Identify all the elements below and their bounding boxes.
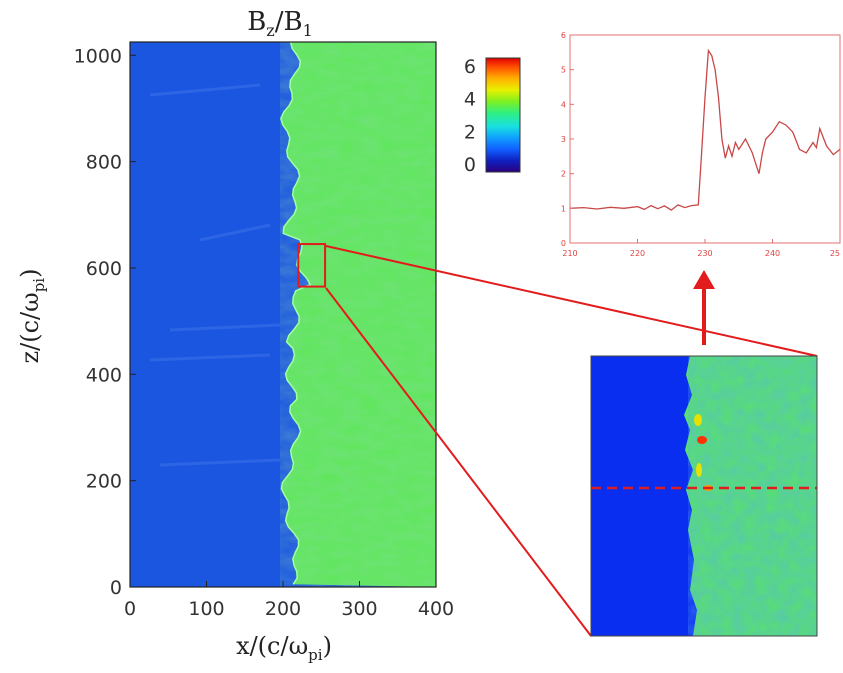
main-heatmap — [129, 41, 437, 588]
main-x-ticks: 0 100 200 300 400 — [124, 581, 454, 620]
main-y-tick-label: 1000 — [74, 45, 122, 67]
colorbar-tick-label: 6 — [464, 56, 476, 78]
line-y-tick-label: 5 — [561, 66, 566, 75]
main-y-tick-label: 600 — [86, 258, 122, 280]
up-arrow — [693, 270, 715, 345]
shock-front — [280, 42, 312, 585]
main-x-tick-label: 100 — [188, 598, 224, 620]
zoom-inset — [590, 355, 818, 637]
line-series — [569, 48, 841, 211]
main-x-tick-label: 0 — [124, 598, 136, 620]
downstream-texture — [280, 42, 436, 587]
main-y-tick-label: 800 — [86, 152, 122, 174]
line-y-tick-label: 2 — [561, 170, 566, 179]
colorbar: 0 2 4 6 — [464, 56, 521, 176]
colorbar-gradient — [485, 57, 521, 173]
line-y-tick-label: 6 — [561, 31, 566, 40]
line-y-tick-label: 0 — [561, 239, 566, 248]
colorbar-ticks: 0 2 4 6 — [464, 56, 476, 176]
main-title: Bz/B1 — [247, 7, 313, 40]
line-x-tick-label: 240 — [765, 249, 780, 258]
colorbar-tick-label: 4 — [464, 89, 476, 111]
inset-texture — [688, 356, 817, 636]
line-x-tick-label: 220 — [630, 249, 645, 258]
line-y-tick-label: 3 — [561, 135, 566, 144]
line-y-tick-label: 1 — [561, 204, 566, 213]
main-y-tick-label: 200 — [86, 471, 122, 493]
main-y-tick-label: 0 — [110, 577, 122, 599]
line-x-tick-label: 25 — [830, 249, 840, 258]
main-y-tick-label: 400 — [86, 364, 122, 386]
line-x-tick-label: 210 — [562, 249, 577, 258]
line-plot: 210 220 230 240 25 0 1 2 3 4 5 6 — [561, 31, 841, 258]
colorbar-tick-label: 0 — [464, 154, 476, 176]
zoom-connectors — [325, 245, 818, 637]
main-x-tick-label: 300 — [341, 598, 377, 620]
line-y-ticks: 0 1 2 3 4 5 6 — [561, 31, 574, 248]
main-y-ticks: 0 200 400 600 800 1000 — [74, 45, 136, 599]
line-plot-frame — [569, 34, 841, 244]
line-y-tick-label: 4 — [561, 100, 566, 109]
line-x-tick-label: 230 — [697, 249, 712, 258]
y-axis-label: z/(c/ωpi) — [16, 269, 48, 364]
colorbar-tick-label: 2 — [464, 121, 476, 143]
inset-hot-spots — [694, 414, 713, 491]
zoom-box — [297, 243, 327, 288]
line-x-ticks: 210 220 230 240 25 — [562, 239, 841, 258]
inset-frame — [590, 355, 818, 637]
main-x-tick-label: 400 — [418, 598, 454, 620]
x-axis-label: x/(c/ωpi) — [236, 632, 332, 664]
upstream-streaks — [149, 83, 281, 467]
main-x-tick-label: 200 — [265, 598, 301, 620]
